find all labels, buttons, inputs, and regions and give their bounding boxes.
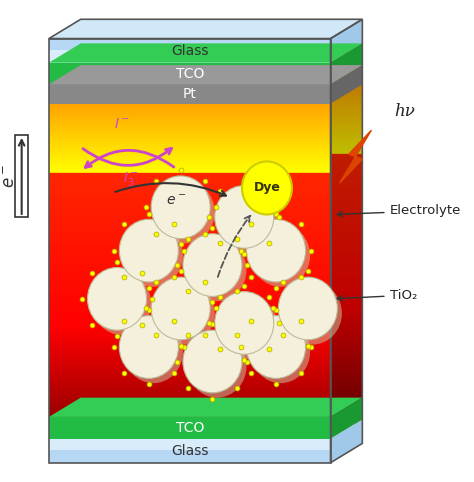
Polygon shape xyxy=(340,130,372,183)
Text: TCO: TCO xyxy=(175,67,204,80)
Text: Electrolyte: Electrolyte xyxy=(337,204,461,217)
Polygon shape xyxy=(330,43,362,84)
Circle shape xyxy=(219,190,278,253)
Text: $I_3^-$: $I_3^-$ xyxy=(123,170,139,188)
Circle shape xyxy=(119,316,178,378)
Circle shape xyxy=(215,292,274,354)
Circle shape xyxy=(119,219,178,282)
Circle shape xyxy=(219,296,278,359)
Circle shape xyxy=(278,277,337,340)
Polygon shape xyxy=(330,398,362,439)
Circle shape xyxy=(92,272,151,335)
Polygon shape xyxy=(49,419,362,439)
Circle shape xyxy=(187,335,246,398)
Circle shape xyxy=(155,181,215,243)
Circle shape xyxy=(246,219,306,282)
Text: $e^-$: $e^-$ xyxy=(1,164,19,188)
Circle shape xyxy=(183,234,242,296)
Circle shape xyxy=(215,186,274,248)
Text: Pt: Pt xyxy=(183,87,197,101)
Polygon shape xyxy=(49,65,362,84)
Circle shape xyxy=(124,224,183,287)
Circle shape xyxy=(246,316,306,378)
Polygon shape xyxy=(49,43,362,63)
Circle shape xyxy=(251,224,310,287)
Circle shape xyxy=(242,161,292,214)
Polygon shape xyxy=(330,419,362,463)
Circle shape xyxy=(124,321,183,383)
Circle shape xyxy=(88,268,146,330)
Text: Dye: Dye xyxy=(254,182,281,194)
Circle shape xyxy=(283,282,342,345)
Polygon shape xyxy=(330,65,362,104)
Text: TiO₂: TiO₂ xyxy=(337,289,417,302)
Circle shape xyxy=(251,321,310,383)
Text: TCO: TCO xyxy=(175,421,204,435)
Polygon shape xyxy=(49,398,362,417)
Text: $e^-$: $e^-$ xyxy=(166,194,186,208)
Circle shape xyxy=(155,282,215,345)
Text: Glass: Glass xyxy=(171,43,209,58)
Circle shape xyxy=(151,277,210,340)
Polygon shape xyxy=(330,19,362,63)
Circle shape xyxy=(183,330,242,393)
Polygon shape xyxy=(49,84,330,104)
Text: Glass: Glass xyxy=(171,443,209,458)
Text: hν: hν xyxy=(394,103,415,120)
Text: $I^-$: $I^-$ xyxy=(114,117,129,131)
Polygon shape xyxy=(49,417,330,439)
Polygon shape xyxy=(49,19,362,39)
Circle shape xyxy=(151,176,210,239)
Polygon shape xyxy=(49,63,330,84)
Circle shape xyxy=(187,239,246,301)
